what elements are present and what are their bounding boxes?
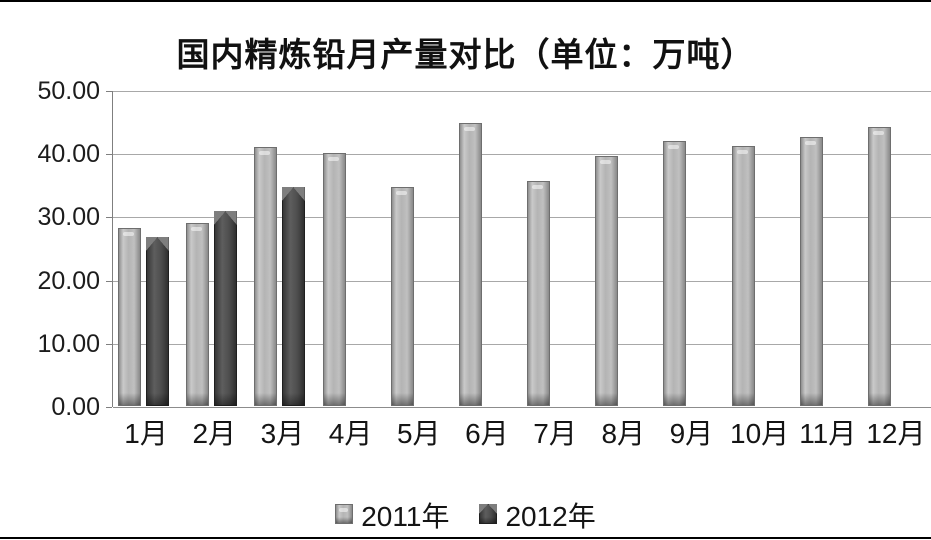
x-axis-label-7月: 7月	[533, 418, 577, 449]
bar-2011年-3月	[254, 147, 277, 406]
y-axis-tick	[106, 407, 112, 408]
x-axis: 1月 2月 3月 4月 5月 6月 7月 8月 9月 10月 11月 12月	[112, 415, 930, 453]
legend-item-2011年: 2011年	[335, 495, 449, 535]
x-axis-label-9月: 9月	[669, 418, 714, 449]
y-axis-label: 40.00	[37, 140, 100, 168]
gridline	[113, 154, 931, 155]
y-axis-tick	[106, 91, 112, 92]
bar-2011年-4月	[323, 153, 346, 406]
x-axis-label-10月: 10月	[730, 418, 790, 449]
y-axis-label: 20.00	[37, 267, 100, 295]
legend-label: 2012年	[505, 501, 596, 532]
y-axis: 50.00 40.00 30.00 20.00 10.00 0.00	[0, 78, 100, 420]
bar-2011年-5月	[391, 187, 414, 406]
gridline	[113, 407, 931, 408]
legend-swatch-icon	[479, 504, 498, 524]
x-axis-label-8月: 8月	[601, 418, 646, 449]
y-axis-label: 30.00	[37, 203, 100, 231]
bar-2012年-1月	[146, 237, 169, 406]
bar-2012年-2月	[214, 211, 237, 406]
x-axis-label-6月: 6月	[465, 418, 509, 449]
y-axis-tick	[106, 217, 112, 218]
x-axis-label-1月: 1月	[124, 418, 168, 449]
bar-2011年-10月	[732, 146, 755, 406]
y-axis-label: 0.00	[51, 393, 100, 421]
x-axis-label-2月: 2月	[192, 418, 237, 449]
legend-swatch-icon	[335, 504, 354, 524]
x-axis-label-3月: 3月	[260, 418, 305, 449]
y-axis-label: 10.00	[37, 330, 100, 358]
y-axis-label: 50.00	[37, 77, 100, 105]
bar-2011年-8月	[595, 156, 618, 406]
x-axis-label-12月: 12月	[866, 418, 926, 449]
gridline	[113, 344, 931, 345]
bar-2011年-7月	[527, 181, 550, 406]
x-axis-label-4月: 4月	[328, 418, 373, 449]
gridline	[113, 281, 931, 282]
bar-2011年-2月	[186, 223, 209, 406]
legend-label: 2011年	[361, 501, 450, 532]
gridline	[113, 91, 931, 92]
legend: 2011年 2012年	[0, 498, 931, 532]
legend-item-2012年: 2012年	[479, 495, 596, 535]
bar-2011年-12月	[868, 127, 891, 406]
chart-title: 国内精炼铅月产量对比（单位：万吨）	[176, 38, 755, 75]
gridline	[113, 217, 931, 218]
bar-2012年-3月	[282, 187, 305, 406]
x-axis-label-5月: 5月	[396, 418, 441, 449]
y-axis-tick	[106, 344, 112, 345]
bar-2011年-11月	[800, 137, 823, 406]
bottom-border-line	[0, 537, 931, 539]
plot-area	[112, 91, 931, 408]
y-axis-tick	[106, 154, 112, 155]
bar-2011年-1月	[118, 228, 141, 406]
bar-2011年-9月	[663, 141, 686, 406]
x-axis-label-11月: 11月	[799, 418, 857, 449]
bar-2011年-6月	[459, 123, 482, 406]
y-axis-tick	[106, 281, 112, 282]
top-border-line	[0, 0, 931, 2]
